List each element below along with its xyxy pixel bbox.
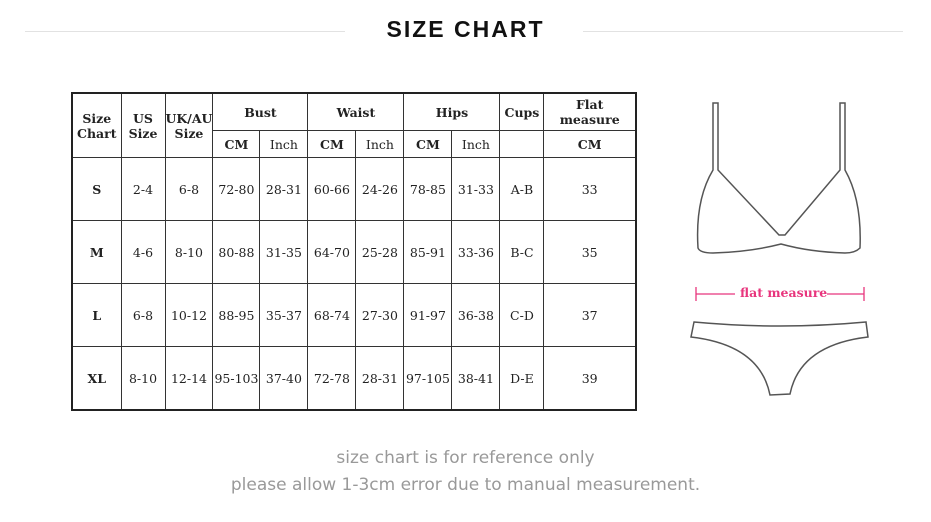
cell-hips-cm: 91-97 — [403, 283, 453, 347]
size-table: Size Chart US Size UK/AU Size Bust Waist… — [71, 92, 637, 411]
cell-waist-inch: 24-26 — [355, 157, 405, 221]
cell-flat-measure-cm: 39 — [543, 346, 637, 411]
flat-measure-label: flat measure — [740, 285, 828, 300]
note-error: please allow 1-3cm error due to manual m… — [230, 475, 701, 495]
note-reference: size chart is for reference only — [336, 448, 595, 468]
flat-measure-arrow — [695, 287, 865, 301]
bra-outline — [696, 102, 861, 254]
cell-cups: D-E — [499, 346, 545, 411]
cell-us-size: 8-10 — [120, 346, 166, 411]
header-uk-au-size: UK/AU Size — [164, 92, 214, 158]
cell-bust-cm: 80-88 — [212, 220, 261, 284]
cell-bust-cm: 95-103 — [212, 346, 261, 411]
cell-waist-cm: 68-74 — [307, 283, 357, 347]
cell-size: L — [71, 283, 122, 347]
table-row: XL 8-10 12-14 95-103 37-40 72-78 28-31 97-105 38… — [71, 346, 637, 411]
cell-waist-inch: 27-30 — [355, 283, 405, 347]
title-rule-right — [583, 31, 903, 32]
cell-waist-cm: 60-66 — [307, 157, 357, 221]
cell-size: M — [71, 220, 122, 284]
header-waist: Waist — [307, 92, 405, 131]
subheader-flat-cm: CM — [543, 130, 637, 158]
cell-hips-cm: 97-105 — [403, 346, 453, 411]
page-title: SIZE CHART — [386, 16, 545, 42]
cell-waist-inch: 28-31 — [355, 346, 405, 411]
table-row: M 4-6 8-10 80-88 31-35 64-70 25-28 85-91 33-36 B-… — [71, 220, 637, 284]
cell-bust-inch: 31-35 — [259, 220, 309, 284]
panties-outline — [690, 321, 869, 396]
cell-uk-au-size: 6-8 — [164, 157, 214, 221]
cell-hips-inch: 36-38 — [451, 283, 501, 347]
cell-us-size: 2-4 — [120, 157, 166, 221]
cell-waist-cm: 64-70 — [307, 220, 357, 284]
cell-waist-inch: 25-28 — [355, 220, 405, 284]
subheader-hips-inch: Inch — [451, 130, 501, 158]
header-flat-measure: Flat measure — [543, 92, 637, 131]
title-rule-left — [25, 31, 345, 32]
cell-uk-au-size: 8-10 — [164, 220, 214, 284]
cell-us-size: 6-8 — [120, 283, 166, 347]
cell-uk-au-size: 12-14 — [164, 346, 214, 411]
cell-bust-inch: 37-40 — [259, 346, 309, 411]
cell-cups: A-B — [499, 157, 545, 221]
subheader-waist-inch: Inch — [355, 130, 405, 158]
table-row: L 6-8 10-12 88-95 35-37 68-74 27-30 91-97 36-38 C… — [71, 283, 637, 347]
cell-hips-inch: 33-36 — [451, 220, 501, 284]
subheader-bust-inch: Inch — [259, 130, 309, 158]
cell-flat-measure-cm: 35 — [543, 220, 637, 284]
table-row: S 2-4 6-8 72-80 28-31 60-66 24-26 78-85 31-33 A-B… — [71, 157, 637, 221]
cell-flat-measure-cm: 33 — [543, 157, 637, 221]
cell-flat-measure-cm: 37 — [543, 283, 637, 347]
